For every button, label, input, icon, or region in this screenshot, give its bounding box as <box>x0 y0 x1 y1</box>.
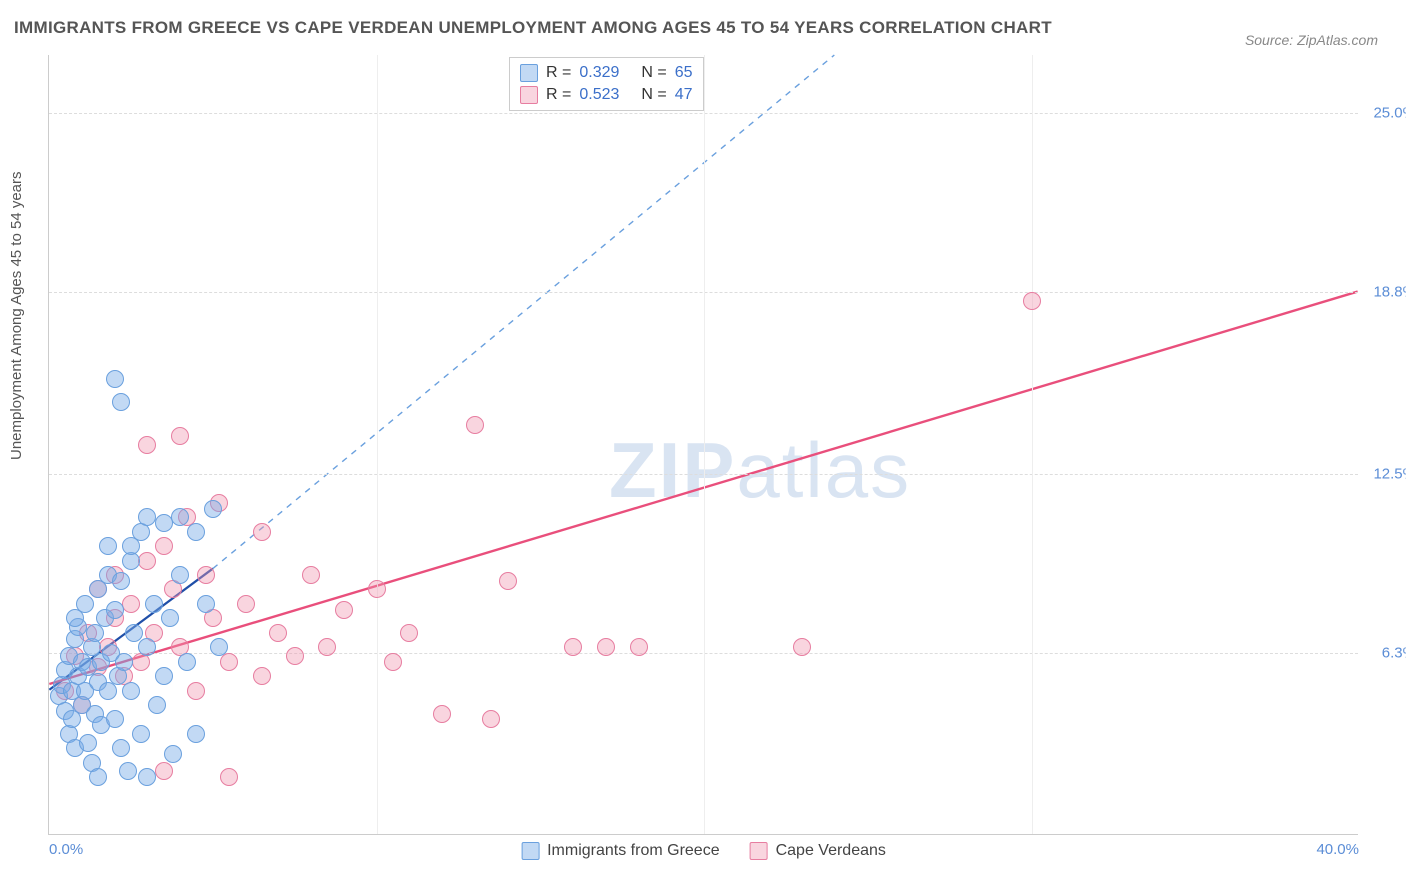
data-point-cape <box>253 667 271 685</box>
data-point-greece <box>138 508 156 526</box>
data-point-greece <box>145 595 163 613</box>
watermark-rest: atlas <box>736 426 911 514</box>
y-tick-label: 25.0% <box>1373 104 1406 121</box>
legend-n-label: N = <box>641 86 666 104</box>
chart-title: IMMIGRANTS FROM GREECE VS CAPE VERDEAN U… <box>14 18 1052 38</box>
correlation-legend: R = 0.329 N = 65 R = 0.523 N = 47 <box>509 57 704 111</box>
data-point-greece <box>106 710 124 728</box>
data-point-greece <box>112 393 130 411</box>
data-point-greece <box>112 572 130 590</box>
data-point-greece <box>138 638 156 656</box>
legend-item-cape: Cape Verdeans <box>750 842 886 860</box>
data-point-greece <box>66 609 84 627</box>
data-point-greece <box>138 768 156 786</box>
gridline-v <box>1032 55 1033 834</box>
legend-item-greece: Immigrants from Greece <box>521 842 719 860</box>
data-point-greece <box>99 537 117 555</box>
data-point-cape <box>597 638 615 656</box>
data-point-greece <box>178 653 196 671</box>
data-point-greece <box>171 566 189 584</box>
data-point-cape <box>564 638 582 656</box>
data-point-greece <box>155 667 173 685</box>
data-point-cape <box>253 523 271 541</box>
data-point-greece <box>79 734 97 752</box>
legend-r-label: R = <box>546 64 571 82</box>
swatch-greece <box>521 842 539 860</box>
data-point-greece <box>122 537 140 555</box>
plot-area: ZIPatlas R = 0.329 N = 65 R = 0.523 N = … <box>48 55 1358 835</box>
data-point-greece <box>187 725 205 743</box>
data-point-greece <box>187 523 205 541</box>
data-point-cape <box>122 595 140 613</box>
data-point-cape <box>466 416 484 434</box>
data-point-greece <box>122 682 140 700</box>
data-point-cape <box>335 601 353 619</box>
swatch-cape <box>520 86 538 104</box>
gridline-v <box>704 55 705 834</box>
data-point-cape <box>138 436 156 454</box>
data-point-cape <box>499 572 517 590</box>
data-point-cape <box>286 647 304 665</box>
legend-r-cape: 0.523 <box>579 86 619 104</box>
series-legend: Immigrants from Greece Cape Verdeans <box>521 842 886 860</box>
data-point-cape <box>155 762 173 780</box>
legend-label-greece: Immigrants from Greece <box>547 842 719 860</box>
legend-n-cape: 47 <box>675 86 693 104</box>
y-tick-label: 18.8% <box>1373 283 1406 300</box>
data-point-greece <box>132 725 150 743</box>
trend-line <box>213 55 834 569</box>
data-point-greece <box>171 508 189 526</box>
data-point-cape <box>482 710 500 728</box>
swatch-cape <box>750 842 768 860</box>
data-point-cape <box>187 682 205 700</box>
x-tick-label: 0.0% <box>49 841 83 858</box>
data-point-greece <box>210 638 228 656</box>
legend-n-greece: 65 <box>675 64 693 82</box>
legend-label-cape: Cape Verdeans <box>776 842 886 860</box>
data-point-cape <box>433 705 451 723</box>
data-point-cape <box>318 638 336 656</box>
data-point-cape <box>1023 292 1041 310</box>
legend-r-greece: 0.329 <box>579 64 619 82</box>
data-point-cape <box>302 566 320 584</box>
data-point-greece <box>119 762 137 780</box>
legend-row-greece: R = 0.329 N = 65 <box>520 62 693 84</box>
data-point-greece <box>112 739 130 757</box>
data-point-cape <box>384 653 402 671</box>
data-point-cape <box>269 624 287 642</box>
data-point-greece <box>155 514 173 532</box>
y-axis-label: Unemployment Among Ages 45 to 54 years <box>8 171 25 460</box>
data-point-greece <box>161 609 179 627</box>
data-point-cape <box>197 566 215 584</box>
data-point-cape <box>220 768 238 786</box>
legend-r-label: R = <box>546 86 571 104</box>
data-point-cape <box>400 624 418 642</box>
data-point-cape <box>793 638 811 656</box>
legend-n-label: N = <box>641 64 666 82</box>
swatch-greece <box>520 64 538 82</box>
source-label: Source: ZipAtlas.com <box>1245 32 1378 48</box>
gridline-v <box>377 55 378 834</box>
y-tick-label: 12.5% <box>1373 465 1406 482</box>
data-point-cape <box>237 595 255 613</box>
data-point-cape <box>630 638 648 656</box>
data-point-cape <box>171 427 189 445</box>
data-point-greece <box>148 696 166 714</box>
data-point-greece <box>164 745 182 763</box>
watermark-bold: ZIP <box>609 426 736 514</box>
watermark: ZIPatlas <box>609 425 911 516</box>
data-point-greece <box>204 500 222 518</box>
data-point-greece <box>197 595 215 613</box>
legend-row-cape: R = 0.523 N = 47 <box>520 84 693 106</box>
x-tick-label: 40.0% <box>1316 841 1359 858</box>
y-tick-label: 6.3% <box>1382 645 1406 662</box>
data-point-greece <box>125 624 143 642</box>
data-point-greece <box>115 653 133 671</box>
data-point-greece <box>106 601 124 619</box>
data-point-cape <box>368 580 386 598</box>
data-point-cape <box>138 552 156 570</box>
data-point-greece <box>89 768 107 786</box>
data-point-greece <box>106 370 124 388</box>
data-point-cape <box>155 537 173 555</box>
